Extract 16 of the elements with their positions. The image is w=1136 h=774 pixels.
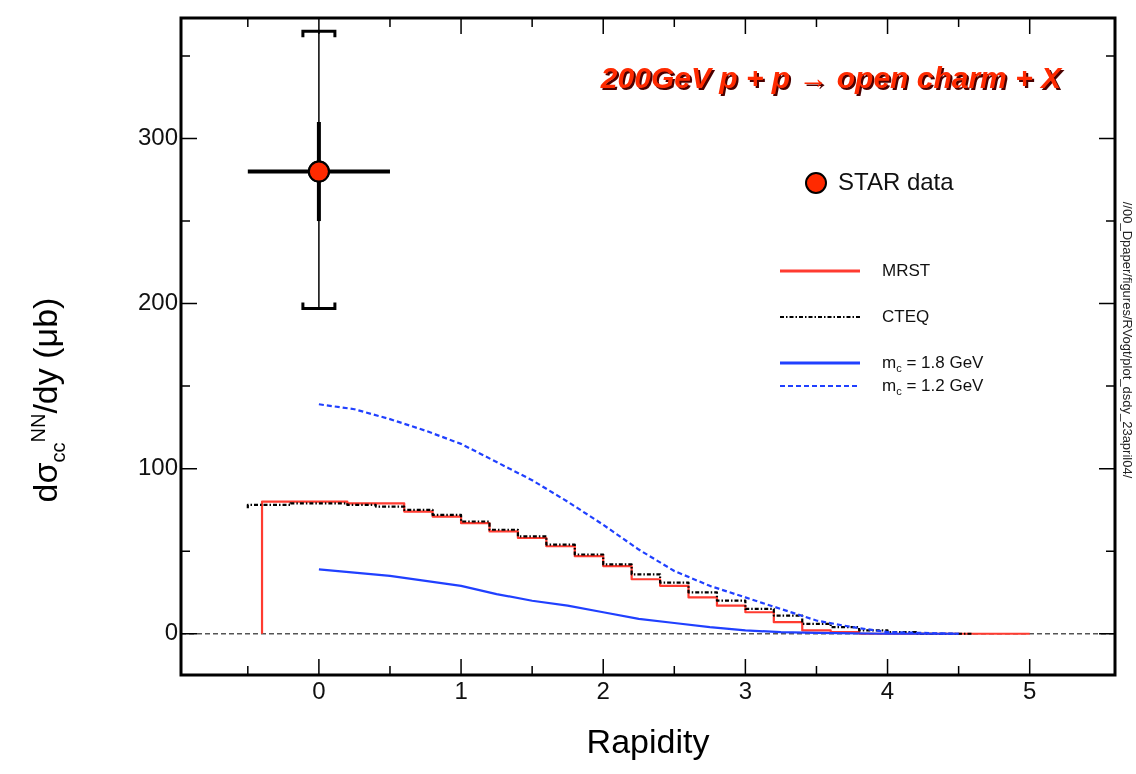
legend-label: MRST: [882, 260, 931, 280]
x-tick-label: 5: [1023, 677, 1037, 705]
text: //00_Dpaper/figures/RVogt/plot_dsdy_23april04/: [1119, 201, 1135, 479]
y-tick-label: 200: [137, 288, 178, 316]
x-axis-title: Rapidity: [586, 722, 710, 761]
x-tick-label: 1: [454, 677, 468, 705]
x-tick-label: 0: [312, 677, 326, 705]
legend-label: CTEQ: [882, 306, 930, 326]
x-tick-label: 3: [738, 677, 753, 705]
legend-label: STAR data: [838, 167, 955, 195]
y-tick-label: 100: [137, 453, 178, 481]
y-tick-label: 300: [137, 123, 178, 151]
x-tick-label: 4: [880, 677, 895, 705]
y-tick-label: 0: [164, 618, 178, 646]
text: 200GeV p + p → open charm + X: [601, 63, 1065, 97]
x-tick-label: 2: [596, 677, 610, 705]
